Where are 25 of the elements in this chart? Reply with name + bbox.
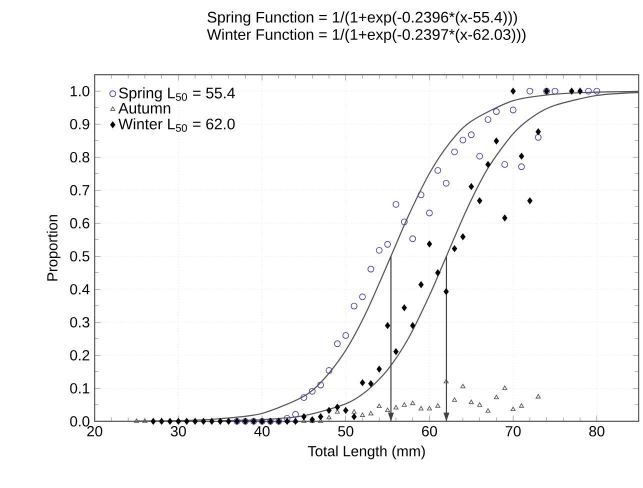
x-tick-label: 40 [254, 426, 270, 436]
chart-subtitle: Winter Function = 1/(1+exp(-0.2397*(x-62.03))) [206, 28, 526, 43]
y-tick-label: 1.0 [70, 86, 90, 96]
x-tick-label: 50 [338, 426, 354, 436]
y-axis-title: Proportion [46, 215, 60, 281]
y-tick-label: 0.4 [70, 284, 90, 294]
y-tick-label: 0.3 [70, 317, 90, 328]
legend-label: Spring L$_{50}$ = 55.4 [119, 87, 235, 102]
y-tick-label: 0.0 [70, 416, 90, 427]
y-tick-label: 0.6 [70, 218, 90, 228]
y-tick-label: 0.1 [70, 383, 90, 394]
y-tick-label: 0.7 [70, 185, 90, 196]
x-tick-label: 70 [506, 426, 521, 436]
chart-title: Spring Function = 1/(1+exp(-0.2396*(x-55.4))) [208, 11, 517, 26]
x-tick-label: 30 [170, 426, 186, 436]
y-tick-label: 0.2 [70, 350, 90, 360]
x-tick-label: 80 [589, 426, 604, 436]
y-tick-label: 0.5 [70, 251, 90, 262]
y-tick-label: 0.9 [70, 119, 90, 130]
y-tick-label: 0.8 [70, 152, 90, 162]
legend-label: Winter L$_{50}$ = 62.0 [118, 118, 235, 132]
legend-label: Autumn [118, 102, 170, 114]
x-axis-title: Total Length (mm) [308, 446, 425, 460]
x-tick-label: 60 [422, 426, 437, 436]
x-tick-label: 20 [87, 426, 102, 436]
